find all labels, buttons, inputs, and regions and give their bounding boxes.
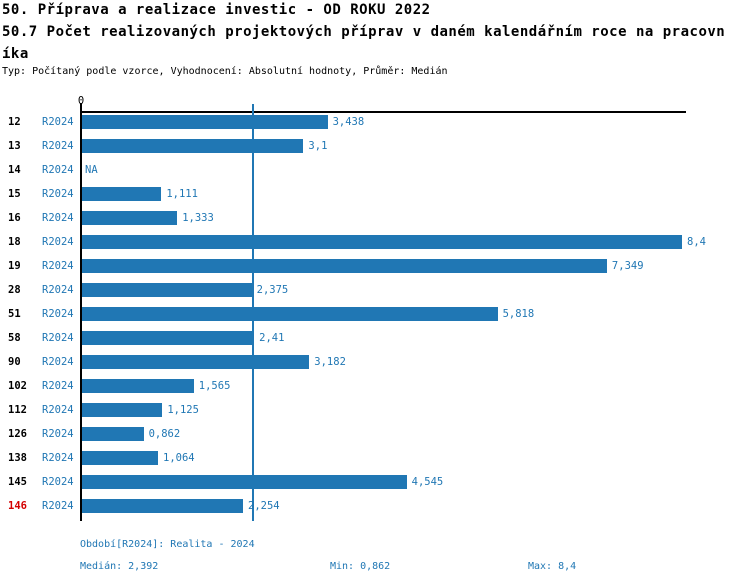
y-axis-line (80, 111, 82, 521)
row-id-label: 19 (8, 260, 21, 272)
row-period-label: R2024 (42, 308, 74, 320)
chart-row: 16 R2024 1,333 (0, 209, 750, 233)
row-id-label: 145 (8, 476, 27, 488)
na-value-label: NA (85, 164, 98, 176)
row-id-label: 146 (8, 500, 27, 512)
bar-value-label: 2,41 (259, 332, 285, 344)
row-period-label: R2024 (42, 500, 74, 512)
chart-row: 112 R2024 1,125 (0, 401, 750, 425)
bar-value-label: 3,438 (332, 116, 365, 128)
chart-row: 146 R2024 2,254 (0, 497, 750, 521)
row-period-label: R2024 (42, 428, 74, 440)
chart-row: 126 R2024 0,862 (0, 425, 750, 449)
row-id-label: 58 (8, 332, 21, 344)
value-bar (82, 451, 158, 465)
value-bar (82, 235, 682, 249)
bar-value-label: 5,818 (502, 308, 535, 320)
row-id-label: 28 (8, 284, 21, 296)
chart-row: 15 R2024 1,111 (0, 185, 750, 209)
row-id-label: 126 (8, 428, 27, 440)
row-period-label: R2024 (42, 476, 74, 488)
footer-median-label: Medián: 2,392 (80, 561, 159, 572)
bar-value-label: 8,4 (687, 236, 706, 248)
row-period-label: R2024 (42, 260, 74, 272)
value-bar (82, 427, 144, 441)
chart-row: 19 R2024 7,349 (0, 257, 750, 281)
footer-min-label: Min: 0,862 (330, 561, 391, 572)
axis-zero-tick-label: 0 (77, 95, 85, 107)
value-bar (82, 139, 304, 153)
row-period-label: R2024 (42, 380, 74, 392)
row-id-label: 18 (8, 236, 21, 248)
row-id-label: 112 (8, 404, 27, 416)
chart-row: 90 R2024 3,182 (0, 353, 750, 377)
x-axis-line (80, 111, 686, 113)
row-period-label: R2024 (42, 332, 74, 344)
row-period-label: R2024 (42, 188, 74, 200)
row-id-label: 15 (8, 188, 21, 200)
value-bar (82, 355, 310, 369)
axis-zero-tick-mark (80, 103, 82, 111)
footer-period-label: Období[R2024]: Realita - 2024 (80, 539, 255, 550)
value-bar (82, 307, 498, 321)
report-subtitle: Typ: Počítaný podle vzorce, Vyhodnocení:… (2, 66, 448, 77)
bar-value-label: 1,111 (166, 188, 198, 200)
row-id-label: 12 (8, 116, 21, 128)
bar-value-label: 4,545 (411, 476, 444, 488)
bar-value-label: 2,254 (248, 500, 280, 512)
bar-value-label: 1,333 (182, 212, 214, 224)
footer-max-label: Max: 8,4 (528, 561, 577, 572)
row-id-label: 102 (8, 380, 27, 392)
row-period-label: R2024 (42, 404, 74, 416)
value-bar (82, 499, 243, 513)
row-id-label: 13 (8, 140, 21, 152)
chart-row: 28 R2024 2,375 (0, 281, 750, 305)
value-bar (82, 187, 162, 201)
value-bar (82, 403, 163, 417)
row-period-label: R2024 (42, 116, 74, 128)
value-bar (82, 211, 178, 225)
bar-value-label: 3,1 (308, 140, 328, 152)
value-bar (82, 115, 328, 129)
bar-value-label: 1,565 (198, 380, 231, 392)
row-id-label: 138 (8, 452, 27, 464)
row-period-label: R2024 (42, 236, 74, 248)
row-period-label: R2024 (42, 452, 74, 464)
row-period-label: R2024 (42, 356, 74, 368)
chart-row: 18 R2024 8,4 (0, 233, 750, 257)
row-period-label: R2024 (42, 284, 74, 296)
row-period-label: R2024 (42, 164, 74, 176)
row-id-label: 51 (8, 308, 21, 320)
bar-value-label: 1,125 (167, 404, 199, 416)
value-bar (82, 379, 194, 393)
row-id-label: 14 (8, 164, 21, 176)
chart-row: 14 R2024 NA (0, 161, 750, 185)
row-period-label: R2024 (42, 212, 74, 224)
bar-value-label: 2,375 (256, 284, 289, 296)
row-period-label: R2024 (42, 140, 74, 152)
bar-value-label: 7,349 (611, 260, 644, 272)
report-title-line2: 50.7 Počet realizovaných projektových př… (2, 24, 726, 40)
chart-row: 102 R2024 1,565 (0, 377, 750, 401)
value-bar (82, 283, 252, 297)
value-bar (82, 259, 607, 273)
chart-row: 12 R2024 3,438 (0, 113, 750, 137)
bar-value-label: 0,862 (148, 428, 181, 440)
bar-value-label: 1,064 (163, 452, 195, 464)
value-bar (82, 475, 407, 489)
report-title-line3: íka (2, 46, 29, 62)
chart-row: 138 R2024 1,064 (0, 449, 750, 473)
chart-row: 58 R2024 2,41 (0, 329, 750, 353)
row-id-label: 16 (8, 212, 21, 224)
value-bar (82, 331, 255, 345)
chart-row: 51 R2024 5,818 (0, 305, 750, 329)
report-title-line1: 50. Příprava a realizace investic - OD R… (2, 2, 431, 18)
chart-row: 145 R2024 4,545 (0, 473, 750, 497)
chart-row: 13 R2024 3,1 (0, 137, 750, 161)
row-id-label: 90 (8, 356, 21, 368)
bar-value-label: 3,182 (314, 356, 346, 368)
